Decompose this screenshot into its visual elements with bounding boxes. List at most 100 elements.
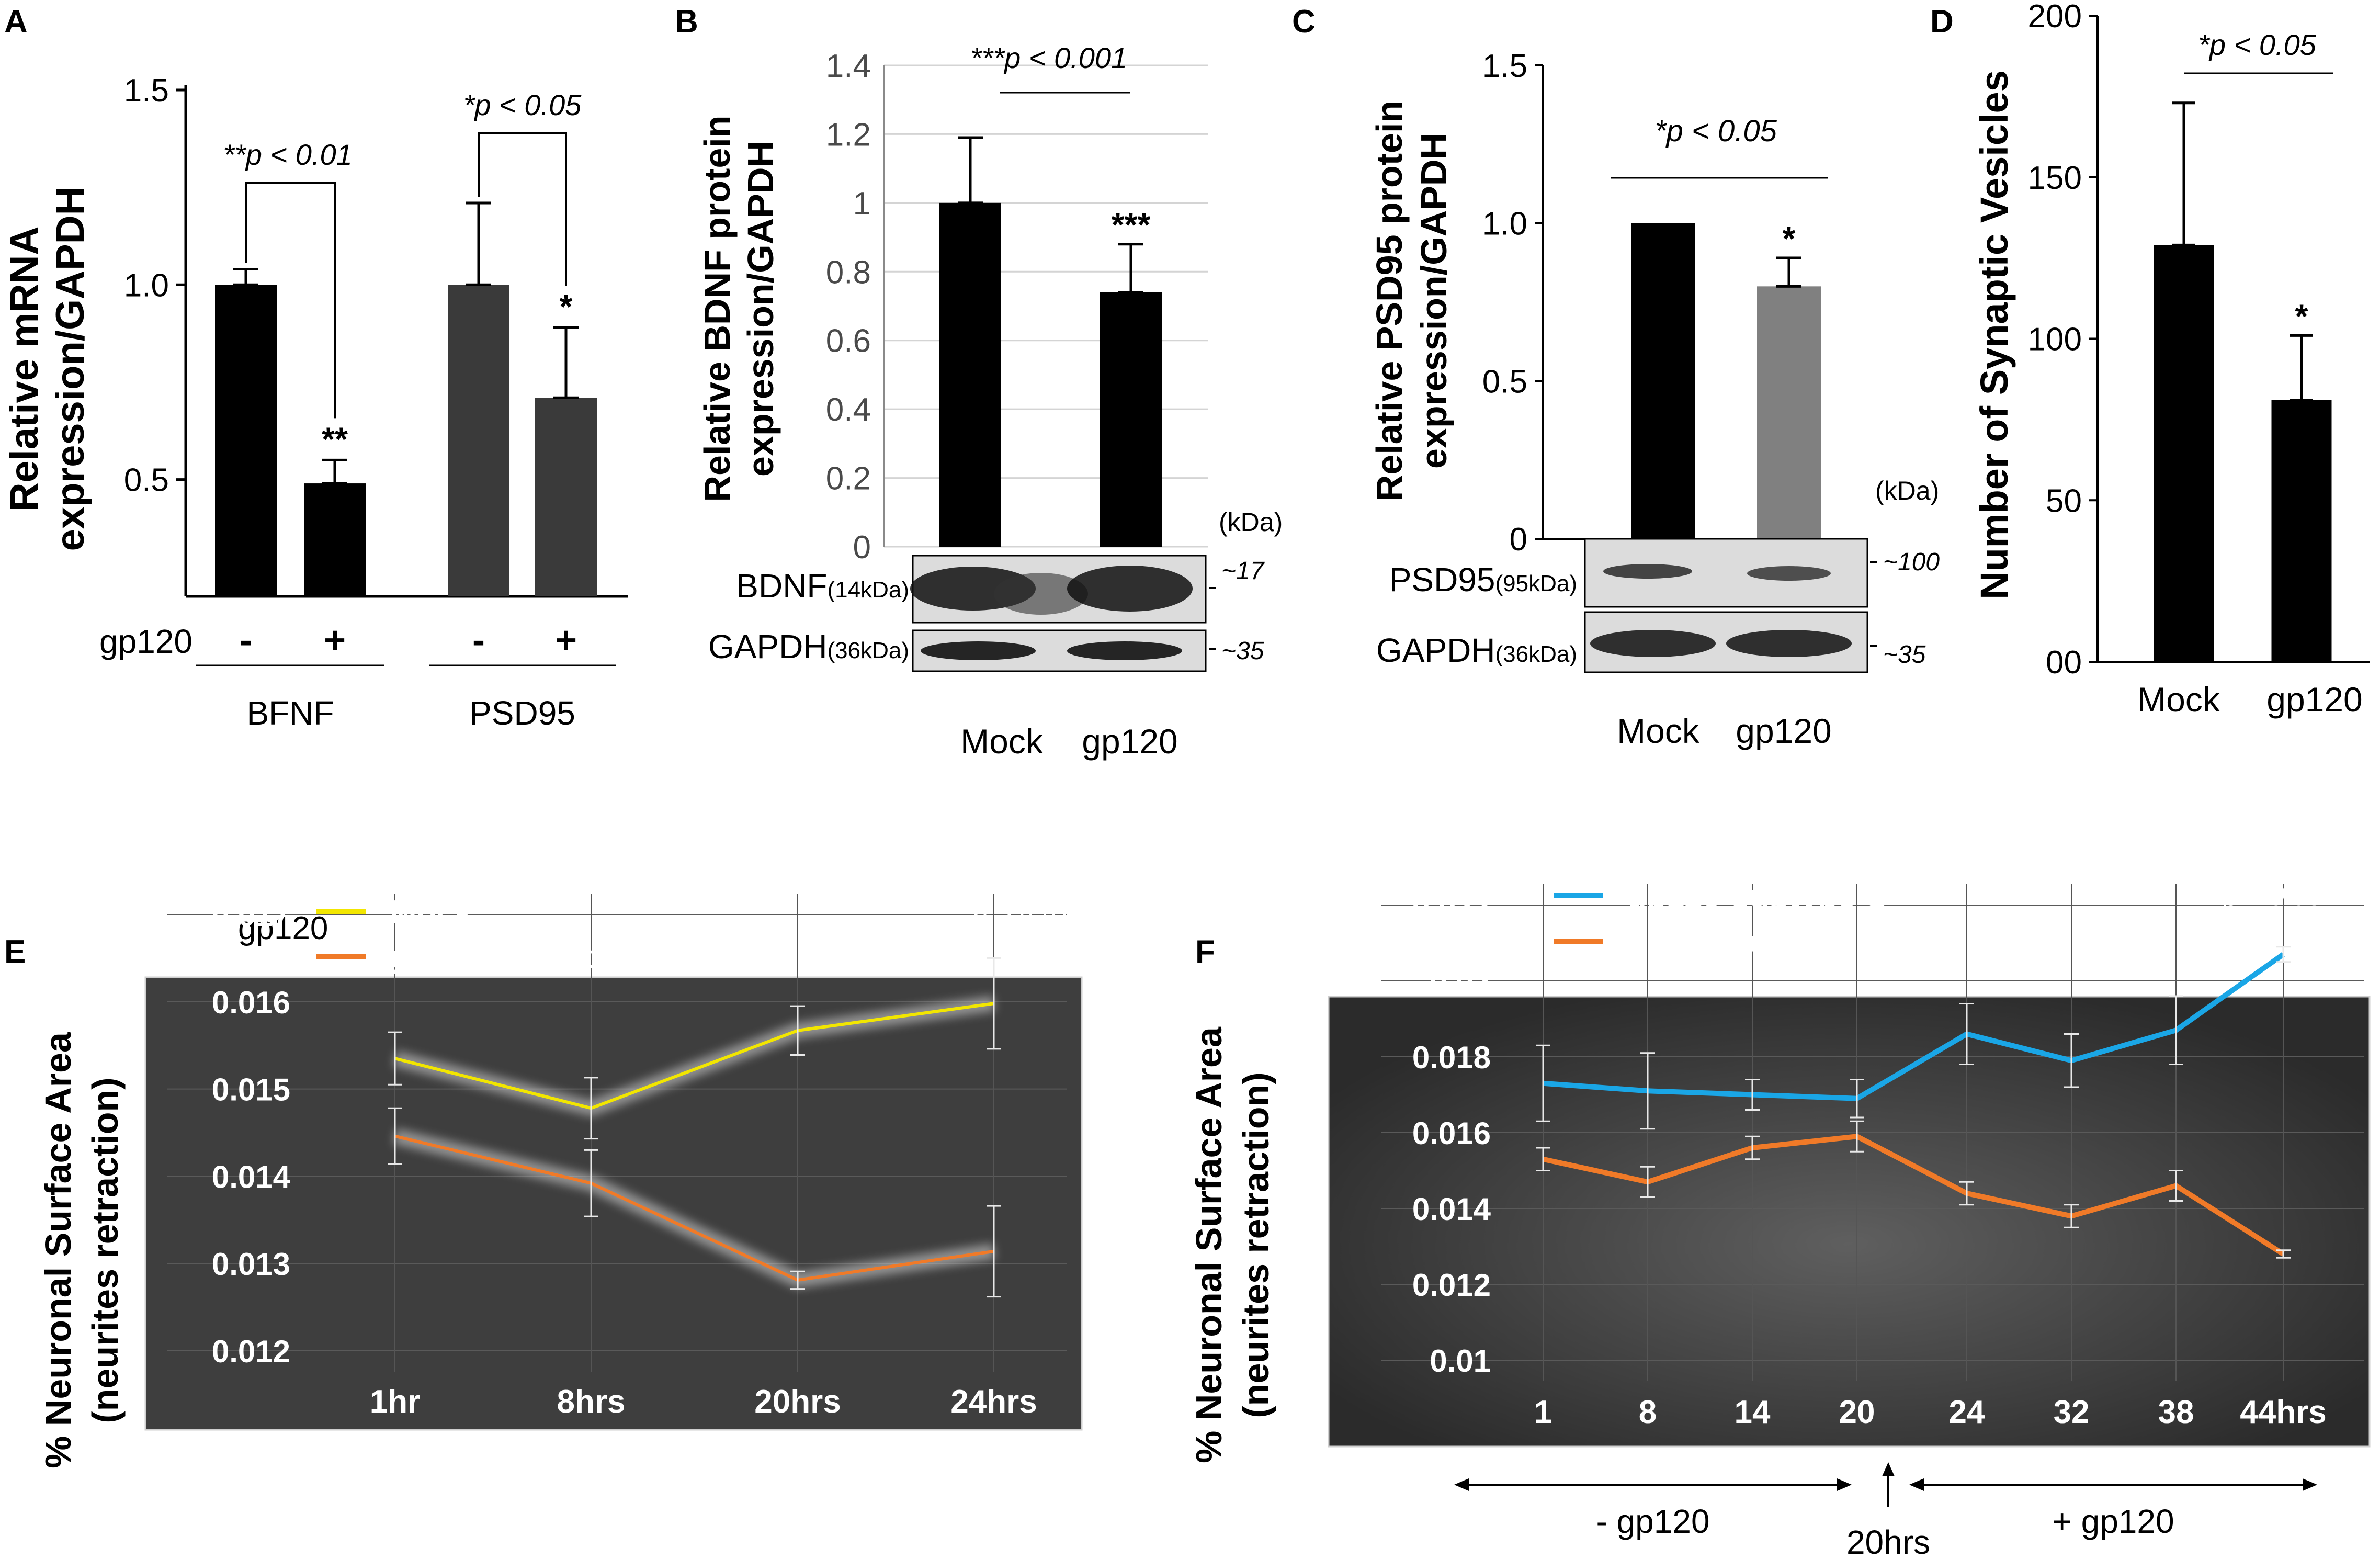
panel-a: Relative mRNA expression/GAPDH gp120 0.5… — [2, 73, 628, 732]
panel-f-category-7: 44hrs — [2240, 1394, 2326, 1430]
panel-e-ytick-label-3: 0.015 — [212, 1072, 290, 1108]
panel-c-ytick-label-0: 0 — [1510, 522, 1527, 558]
panel-d-bar-1 — [2271, 400, 2332, 662]
panel-f-ytick-label-5: 0.02 — [1430, 964, 1491, 999]
panel-e-pvalue: **p < 0.01 — [952, 894, 1072, 924]
panel-letter-b: B — [675, 4, 698, 40]
panel-c-ytick-label-1: 0.5 — [1482, 364, 1527, 400]
panel-a-star-0-1: ** — [322, 420, 348, 458]
panel-f-ytick-label-1: 0.012 — [1412, 1268, 1491, 1303]
panel-letter-e: E — [4, 934, 26, 970]
panel-b-marker-0: ~17 — [1221, 557, 1265, 585]
panel-d-bar-0 — [2154, 245, 2214, 662]
panel-e-legend-label-0: Mock — [390, 894, 473, 930]
panel-a-sign-0-1: + — [324, 619, 346, 661]
panel-b-kda-unit: (kDa) — [1219, 507, 1283, 537]
panel-b-ytick-label-1: 0.2 — [826, 461, 871, 497]
panel-d-category-0: Mock — [2137, 680, 2220, 719]
panel-f-legend-label-1: gp120-subtype B — [1627, 924, 1888, 961]
panel-f-right-arrow-head-left — [1909, 1478, 1924, 1491]
panel-c-blot-0-band-0 — [1603, 564, 1692, 579]
panel-e-legend-label-1: gp120-subtype B — [390, 939, 651, 975]
panel-d-ytick-label-2: 100 — [2028, 322, 2082, 358]
panel-e-corner-label: gp120 — [238, 910, 328, 946]
panel-f-category-4: 24 — [1949, 1394, 1985, 1430]
panel-a-group-name-1: PSD95 — [469, 694, 575, 732]
panel-c-category-0: Mock — [1617, 711, 1700, 750]
panel-f-category-6: 38 — [2158, 1394, 2194, 1430]
panel-b-marker-1: ~35 — [1221, 637, 1264, 665]
panel-b-blot-0-band-2 — [1067, 566, 1193, 612]
panel-d-ytick-label-3: 150 — [2028, 160, 2082, 196]
panel-a-bar-0-0 — [215, 285, 277, 596]
panel-e-ytick-label-2: 0.014 — [212, 1159, 291, 1194]
panel-c-ylabel-1: Relative PSD95 protein — [1369, 100, 1410, 501]
panel-c-blot-1-band-1 — [1726, 630, 1852, 657]
panel-a-pvalue-1: *p < 0.05 — [463, 88, 582, 121]
panel-f-category-2: 14 — [1735, 1394, 1771, 1430]
panel-e-series-line-0 — [394, 1002, 994, 1110]
panel-b-ytick-label-6: 1.2 — [826, 117, 871, 153]
panel-letter-c: C — [1292, 4, 1316, 40]
panel-b-ytick-label-5: 1 — [853, 186, 871, 222]
panel-a-star-1-1: * — [560, 288, 573, 325]
panel-e-ylabel-1: % Neuronal Surface Area — [38, 1032, 78, 1468]
panel-f-category-3: 20 — [1839, 1394, 1875, 1430]
panel-f-category-1: 8 — [1639, 1394, 1657, 1430]
panel-c-blot-1-band-0 — [1590, 630, 1716, 657]
panel-a-bar-1-0 — [448, 285, 509, 596]
panel-f-left-annotation: - gp120 — [1596, 1502, 1709, 1540]
panel-d-category-1: gp120 — [2266, 680, 2363, 719]
panel-b-ytick-label-4: 0.8 — [826, 254, 871, 290]
panel-f-mid-arrow-head — [1882, 1462, 1895, 1476]
panel-e-category-0: 1hr — [370, 1384, 420, 1420]
panel-c-ytick-label-2: 1.0 — [1482, 206, 1527, 242]
panel-c-kda-unit: (kDa) — [1875, 476, 1939, 505]
panel-a-sign-1-0: - — [472, 619, 485, 661]
panel-a-ytick-label-0: 0.5 — [124, 462, 169, 499]
panel-e: gp120 % Neuronal Surface Area (neurites … — [38, 894, 1083, 1468]
panel-a-ytick-label-1: 1.0 — [124, 267, 169, 303]
panel-c-blot-label-1: GAPDH(36kDa) — [1376, 631, 1577, 669]
panel-c-category-1: gp120 — [1736, 711, 1832, 750]
panel-b-star-1: *** — [1112, 206, 1151, 244]
panel-a-ylabel-1: Relative mRNA — [2, 227, 47, 512]
panel-c-bar-0 — [1631, 223, 1695, 539]
panel-b-blot-1-band-1 — [1067, 641, 1182, 660]
panel-d-ylabel: Number of Synaptic Vesicles — [1973, 70, 2016, 600]
panel-f-ytick-label-6: 0.022 — [1412, 888, 1491, 923]
panel-c-pvalue: *p < 0.05 — [1654, 114, 1777, 148]
panel-b-bar-1 — [1100, 292, 1162, 547]
panel-f: % Neuronal Surface Area (neurites retrac… — [1188, 878, 2371, 1559]
panel-f-plot-bg — [1328, 996, 2371, 1448]
panel-a-ytick-label-2: 1.5 — [124, 73, 169, 109]
panel-b: Relative BDNF protein expression/GAPDH 0… — [697, 41, 1283, 761]
panel-c-marker-0: ~100 — [1883, 548, 1940, 576]
panel-c: Relative PSD95 protein expression/GAPDH … — [1369, 48, 1940, 750]
panel-a-treatment-label: gp120 — [99, 623, 192, 660]
panel-a-bar-0-1 — [304, 483, 366, 596]
panel-b-ytick-label-2: 0.4 — [826, 392, 871, 428]
panel-e-ytick-label-4: 0.016 — [212, 985, 290, 1020]
panel-c-marker-1: ~35 — [1883, 641, 1926, 669]
panel-f-ylabel-1: % Neuronal Surface Area — [1188, 1026, 1229, 1463]
panel-a-bracket-0 — [245, 182, 336, 419]
panel-b-ytick-label-3: 0.6 — [826, 323, 871, 359]
panel-d-ytick-label-1: 50 — [2046, 483, 2082, 519]
panel-a-group-name-0: BFNF — [246, 694, 334, 732]
panel-a-ylabel-2: expression/GAPDH — [48, 187, 93, 551]
panel-b-blot-1-band-0 — [921, 641, 1036, 660]
panel-d-ytick-label-0: 00 — [2046, 645, 2082, 681]
panel-b-blot-label-1: GAPDH(36kDa) — [708, 628, 909, 665]
panel-e-plot-bg — [144, 976, 1083, 1431]
panel-f-pvalue: *p < 0.05 — [2213, 881, 2323, 911]
panel-f-ytick-label-0: 0.01 — [1430, 1343, 1491, 1379]
panel-c-blot-0-band-1 — [1747, 566, 1831, 581]
panel-e-ytick-label-1: 0.013 — [212, 1247, 290, 1282]
panel-f-category-0: 1 — [1534, 1394, 1552, 1430]
panel-a-bar-1-1 — [535, 398, 597, 596]
panel-c-ylabel-2: expression/GAPDH — [1413, 133, 1454, 469]
panel-f-right-arrow-head-right — [2303, 1478, 2317, 1491]
panel-c-bar-1 — [1757, 286, 1821, 539]
